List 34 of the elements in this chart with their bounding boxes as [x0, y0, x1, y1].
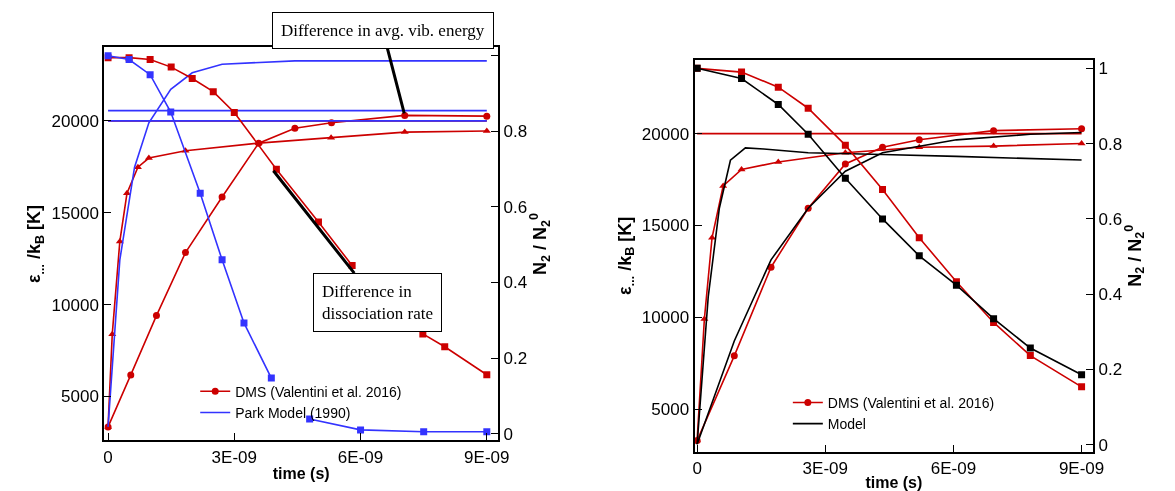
- legend-label: Model: [827, 416, 866, 433]
- x-tick-label: 0: [103, 447, 113, 467]
- x-tick-label: 3E-09: [802, 459, 848, 478]
- y-tick-label: 15000: [51, 203, 99, 223]
- y2-tick-label: 0.4: [503, 273, 528, 293]
- y-tick-label: 10000: [641, 308, 690, 328]
- y-tick-label: 5000: [61, 387, 99, 407]
- x-tick-label: 9E-09: [1058, 459, 1105, 478]
- y2-tick-label: 0.8: [1098, 134, 1123, 154]
- legend-label: DMS (Valentini et al. 2016): [235, 383, 402, 400]
- x-tick-label: 3E-09: [211, 447, 257, 467]
- y2-tick-label: 0.4: [1098, 285, 1123, 305]
- x-axis-title: time (s): [865, 474, 923, 491]
- annotation: Difference in avg. vib. energy: [281, 21, 485, 40]
- y-tick-label: 20000: [641, 124, 690, 144]
- y-tick-label: 5000: [651, 400, 690, 420]
- y2-tick-label: 0.6: [1098, 209, 1123, 229]
- x-tick-label: 6E-09: [930, 459, 977, 478]
- y2-tick-label: 0: [503, 424, 514, 444]
- y-tick-label: 15000: [641, 216, 690, 236]
- legend-label: Park Model (1990): [235, 404, 351, 421]
- x-axis-title: time (s): [272, 465, 330, 483]
- legend-label: DMS (Valentini et al. 2016): [827, 394, 995, 411]
- y2-tick-label: 0.2: [1098, 360, 1123, 380]
- y-tick-label: 10000: [51, 295, 99, 315]
- y2-tick-label: 0.2: [503, 349, 528, 369]
- x-tick-label: 6E-09: [337, 447, 384, 467]
- annotation: Difference in dissociation rate: [322, 282, 433, 324]
- x-tick-label: 9E-09: [464, 447, 510, 467]
- y2-tick-label: 0.8: [503, 122, 528, 142]
- y2-tick-label: 1: [1098, 59, 1108, 79]
- y2-tick-label: 0.6: [503, 197, 528, 217]
- y-tick-label: 20000: [51, 111, 99, 131]
- x-tick-label: 0: [692, 459, 702, 478]
